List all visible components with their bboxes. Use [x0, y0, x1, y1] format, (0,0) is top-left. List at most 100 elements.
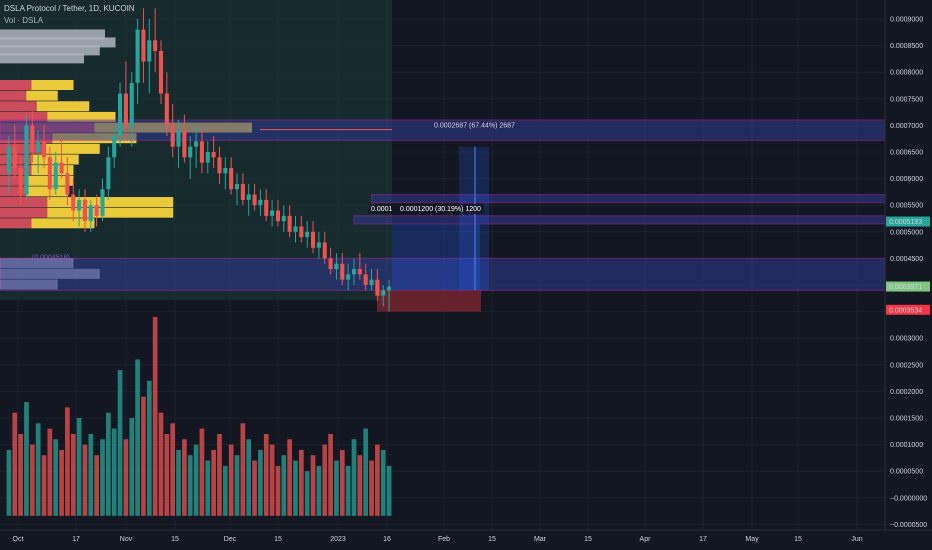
profile-bar-down	[0, 165, 32, 176]
y-tick-label: 0.0003000	[890, 336, 923, 343]
measure-tools	[260, 129, 489, 312]
profile-bar-up	[42, 143, 100, 154]
volume-bar	[82, 444, 88, 516]
measure-box	[392, 223, 480, 291]
candle-body	[270, 210, 275, 216]
volume-bar	[193, 444, 199, 516]
profile-bar	[0, 45, 100, 56]
volume-bar	[234, 455, 240, 516]
volume-bar	[70, 433, 76, 516]
volume-bar	[100, 439, 105, 516]
profile-bar-down	[0, 90, 27, 101]
candle-body	[170, 125, 175, 147]
candle-body	[281, 215, 286, 222]
volume-bar	[252, 460, 257, 516]
candle-body	[217, 157, 222, 174]
candle-body	[135, 29, 140, 83]
candle-body	[258, 199, 263, 206]
x-tick-label: 2023	[330, 536, 346, 543]
volume-bar	[363, 428, 369, 516]
range-box	[0, 257, 886, 291]
candle-body	[351, 269, 357, 275]
annotations: 0.0002687 (67.44%) 2687 0.0001200 (30.19%…	[32, 122, 515, 261]
candle-body	[293, 226, 298, 232]
volume-bar	[106, 412, 111, 516]
profile-bar-down	[0, 143, 42, 154]
profile-bar-up	[47, 111, 116, 122]
volume-bar	[123, 439, 129, 516]
volume-bar	[299, 449, 304, 516]
candle-body	[229, 167, 234, 190]
candle-body	[147, 40, 152, 62]
volume-bar	[65, 407, 70, 516]
volume-bar	[281, 455, 287, 516]
x-tick-label: 17	[699, 536, 707, 543]
candle-body	[340, 263, 345, 280]
price-badge-label: 0.0003971	[889, 284, 922, 291]
volume-bar	[246, 439, 252, 516]
volume-bar	[24, 402, 29, 516]
profile-bar-down	[0, 175, 27, 186]
volume-bar	[217, 433, 222, 516]
profile-bar-up	[26, 186, 69, 197]
candle-body	[387, 286, 392, 291]
measure-label-bg	[368, 203, 396, 214]
volume-bar	[375, 444, 380, 516]
y-tick-label: 0.0001500	[890, 416, 923, 423]
candle-body	[12, 146, 17, 168]
volume-bar	[328, 433, 333, 516]
volume-bar	[141, 396, 146, 516]
range-boxes	[0, 119, 886, 291]
candle-body	[275, 210, 281, 222]
candle-body	[305, 231, 310, 238]
price-candles	[6, 8, 392, 312]
y-tick-label: 0.0009000	[890, 17, 923, 24]
y-tick-label: 0.0007000	[890, 123, 923, 130]
profile-bar	[0, 37, 116, 48]
y-tick-label: 0.0004500	[890, 256, 923, 263]
candle-body	[357, 269, 362, 275]
candle-body	[77, 199, 82, 211]
candle-body	[194, 141, 199, 147]
volume-bar	[6, 449, 12, 516]
volume-bar	[211, 449, 216, 516]
candle-body	[71, 194, 76, 211]
profile-bar-up	[36, 101, 90, 112]
volume-bar	[94, 455, 99, 516]
range-box	[371, 193, 886, 204]
volume-bar	[182, 439, 187, 516]
candle-body	[117, 93, 123, 137]
candle-body	[381, 290, 386, 296]
profile-bar-up	[31, 154, 79, 165]
volume-bar	[41, 455, 47, 516]
volume-bar	[164, 433, 170, 516]
volume-bar	[18, 433, 23, 516]
y-tick-label: 0.0008000	[890, 70, 923, 77]
y-tick-label: 0.0002500	[890, 362, 923, 369]
candle-body	[299, 226, 304, 238]
profile-bar-up	[47, 197, 174, 208]
candle-body	[164, 93, 169, 126]
volume-bar	[135, 359, 140, 516]
volume-bar	[12, 412, 18, 516]
x-tick-label: May	[745, 536, 759, 543]
y-tick-label: −0.0000000	[890, 495, 927, 502]
y-tick-label: 0.0005500	[890, 203, 923, 210]
candle-body	[199, 141, 204, 163]
price-badge-label: 0.0005193	[889, 219, 922, 226]
profile-bar-up	[26, 90, 58, 101]
y-tick-label: −0.0000500	[890, 522, 927, 529]
candle-body	[287, 215, 292, 232]
volume-bar	[117, 370, 123, 516]
profile-bar-down	[0, 111, 48, 122]
volume-bar	[53, 439, 59, 516]
candle-body	[346, 274, 351, 280]
volume-bar	[199, 428, 205, 516]
candle-body	[252, 194, 257, 206]
volume-bar	[357, 455, 363, 516]
candle-body	[234, 183, 240, 190]
candle-body	[47, 157, 52, 190]
candle-body	[30, 125, 35, 152]
x-tick-label: 15	[488, 536, 496, 543]
